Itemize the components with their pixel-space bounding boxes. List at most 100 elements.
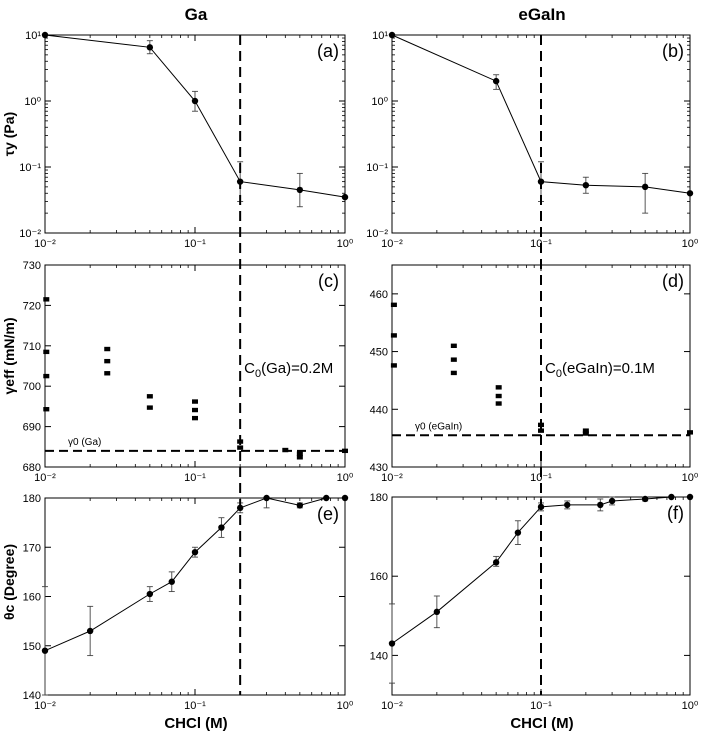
data-point xyxy=(687,430,693,435)
data-point xyxy=(263,494,270,502)
y-tick-label: 150 xyxy=(23,641,41,653)
data-point xyxy=(433,608,441,616)
x-tick-label: 10⁰ xyxy=(682,700,699,712)
data-point xyxy=(146,590,154,598)
ylabel-row2: γeff (mN/m) xyxy=(1,317,17,394)
data-point xyxy=(104,358,111,364)
data-point xyxy=(282,447,289,453)
y-tick-label: 700 xyxy=(23,381,41,393)
data-point xyxy=(388,640,396,647)
data-point xyxy=(495,401,502,406)
data-point xyxy=(41,647,49,654)
data-point xyxy=(146,394,153,399)
y-tick-label: 180 xyxy=(23,493,41,505)
data-point xyxy=(341,494,349,502)
data-point xyxy=(641,495,649,503)
data-point xyxy=(492,559,500,566)
data-point xyxy=(192,415,198,421)
data-point xyxy=(582,181,590,189)
x-tick-label: 10⁻¹ xyxy=(184,700,206,712)
data-point xyxy=(686,493,694,501)
data-point xyxy=(43,349,50,355)
y-tick-label: 460 xyxy=(370,289,388,301)
data-point xyxy=(104,346,111,352)
x-tick-label: 10⁻² xyxy=(34,238,56,250)
x-tick-label: 10⁰ xyxy=(682,472,699,484)
panel-label: (a) xyxy=(317,41,339,61)
data-point xyxy=(43,407,50,412)
x-tick-label: 10⁻² xyxy=(381,700,403,712)
column-title-ga: Ga xyxy=(185,5,208,24)
y-tick-label: 440 xyxy=(370,404,388,416)
panel-e: 10⁻² 10⁻¹ 10⁰ 140 150 160 170 180 (e) xyxy=(23,493,354,712)
data-point xyxy=(296,455,303,460)
y-tick-label: 160 xyxy=(23,592,41,604)
y-tick-label: 10¹ xyxy=(25,30,41,42)
data-point xyxy=(390,302,397,308)
y-tick-label: 180 xyxy=(370,492,388,504)
data-point xyxy=(323,494,330,502)
y-tick-label: 10⁻¹ xyxy=(366,162,388,174)
data-point xyxy=(450,357,457,362)
panel-c: 10⁻² 10⁻¹ 10⁰ 680 690 700 710 720 730 γ0 (Ga) (c) C… xyxy=(23,260,354,484)
data-point xyxy=(564,501,571,509)
x-tick-label: 10⁰ xyxy=(337,472,354,484)
y-tick-label: 730 xyxy=(23,260,41,272)
data-point xyxy=(492,77,500,85)
data-point xyxy=(390,363,397,368)
data-point xyxy=(597,501,604,509)
data-point xyxy=(192,407,198,413)
x-tick-label: 10⁻² xyxy=(34,700,56,712)
x-tick-label: 10⁻² xyxy=(34,472,56,484)
panel-label: (b) xyxy=(662,41,684,61)
x-tick-label: 10⁻¹ xyxy=(184,472,206,484)
data-point xyxy=(582,428,589,433)
data-point xyxy=(538,428,544,433)
xlabel-right: CHCl (M) xyxy=(510,715,573,732)
data-point xyxy=(582,431,589,436)
data-point xyxy=(296,451,303,456)
panel-label: (d) xyxy=(662,271,684,291)
data-point xyxy=(104,371,111,376)
panel-label: (e) xyxy=(317,504,339,524)
data-point xyxy=(146,405,153,410)
panel-a: 10⁻² 10⁻¹ 10⁰ 10⁻² 10⁻¹ 10⁰ 10¹ (a) xyxy=(19,30,354,250)
y-tick-label: 140 xyxy=(370,650,388,662)
data-point xyxy=(191,548,199,556)
data-point xyxy=(296,186,304,194)
data-point xyxy=(450,343,457,348)
x-tick-label: 10⁻¹ xyxy=(530,700,552,712)
data-point xyxy=(218,524,225,531)
x-tick-label: 10⁻¹ xyxy=(530,472,552,484)
data-point xyxy=(514,529,522,536)
ylabel-row3: θc (Degree) xyxy=(1,544,17,620)
y-tick-label: 10⁰ xyxy=(371,96,388,108)
panel-d: 10⁻² 10⁻¹ 10⁰ 430 440 450 460 γ0 (eGaIn) (d) C0(e… xyxy=(370,264,699,484)
x-tick-label: 10⁻² xyxy=(381,472,403,484)
data-point xyxy=(341,193,349,201)
column-title-egain: eGaIn xyxy=(518,5,565,24)
data-point xyxy=(342,448,348,454)
y-tick-label: 10⁰ xyxy=(24,96,41,108)
y-tick-label: 10⁻¹ xyxy=(19,162,41,174)
data-point xyxy=(43,373,50,379)
data-point xyxy=(388,31,396,39)
reference-line-label: γ0 (Ga) xyxy=(68,437,101,448)
data-point xyxy=(495,393,502,399)
x-tick-label: 10⁻¹ xyxy=(184,238,206,250)
data-point xyxy=(86,627,94,635)
data-point xyxy=(168,578,175,585)
y-tick-label: 690 xyxy=(23,422,41,434)
series-line xyxy=(391,34,691,194)
panel-f: 10⁻² 10⁻¹ 10⁰ 140 160 180 (f) xyxy=(370,492,699,712)
data-point xyxy=(41,31,49,39)
data-point xyxy=(450,370,457,376)
y-tick-label: 140 xyxy=(23,690,41,702)
data-point xyxy=(191,97,199,105)
x-tick-label: 10⁰ xyxy=(337,238,354,250)
xlabel-left: CHCl (M) xyxy=(164,715,227,732)
reference-line-label: γ0 (eGaIn) xyxy=(415,421,462,432)
y-tick-label: 170 xyxy=(23,542,41,554)
y-tick-label: 160 xyxy=(370,571,388,583)
